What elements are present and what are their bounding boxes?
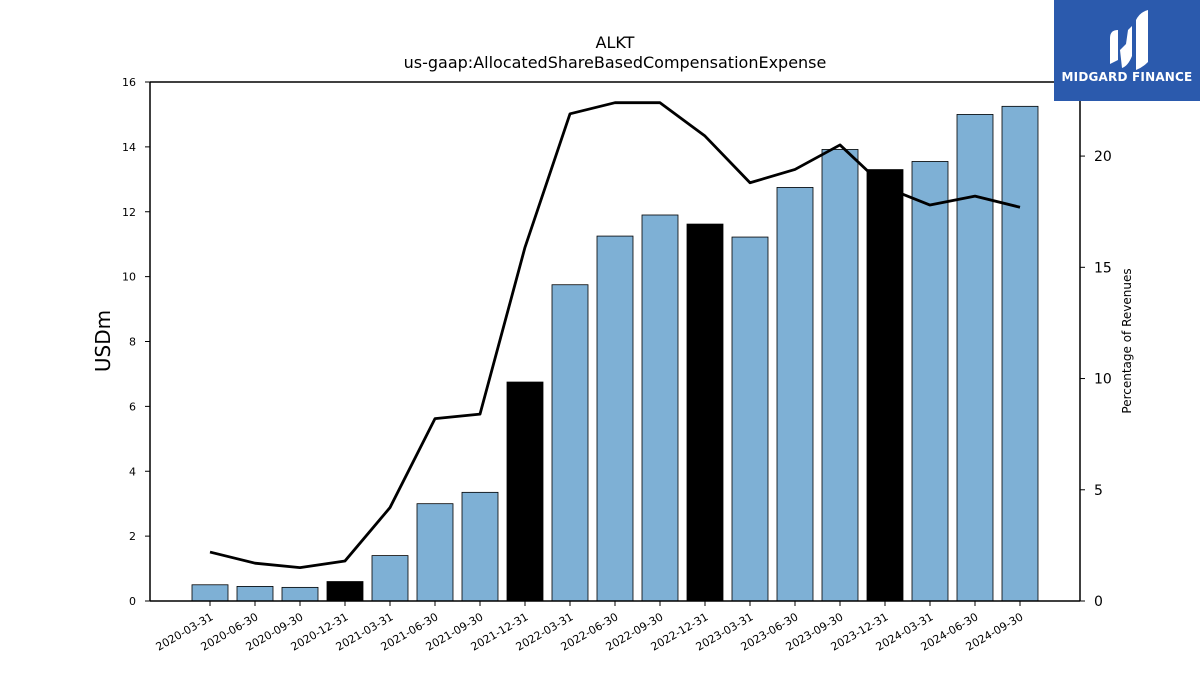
y2-tick-label: 15 [1094,260,1112,276]
bar-2020-09-30 [281,586,319,602]
y2-tick-label: 10 [1094,372,1112,388]
y-tick-label: 6 [129,400,136,413]
bar-2024-03-31 [911,161,949,602]
y-axis-label: USDm [91,310,115,372]
bar-2023-06-30 [776,187,814,602]
midgard-logo-icon [1110,10,1148,70]
percentage-line [209,101,1021,570]
y-tick-label: 8 [129,336,136,349]
line-group [209,101,1021,570]
y2-tick-label: 20 [1094,149,1112,165]
chart-title: ALKT [596,33,635,52]
bar-2020-12-31 [326,581,364,602]
bar-2024-06-30 [956,114,994,602]
brand-logo: MIDGARD FINANCE [1054,0,1200,101]
bar-2021-09-30 [461,491,499,602]
y2-tick-label: 5 [1094,483,1103,499]
bar-2023-12-31 [866,169,904,602]
y-tick-label: 4 [129,465,136,478]
y-tick-label: 2 [129,530,136,543]
y-tick-label: 10 [122,271,136,284]
y2-tick-label: 0 [1094,594,1103,610]
bars-group [191,105,1039,602]
y-tick-label: 12 [122,206,136,219]
bar-2023-09-30 [821,149,859,602]
y-tick-label: 14 [122,141,136,154]
y-tick-label: 0 [129,595,136,608]
bar-2021-06-30 [416,503,454,602]
y-tick-label: 16 [122,76,136,89]
bar-2020-06-30 [236,586,274,602]
bar-2022-12-31 [686,223,724,602]
brand-name: MIDGARD FINANCE [1061,70,1193,84]
bar-2021-12-31 [506,381,544,602]
bar-2021-03-31 [371,555,409,602]
bar-2022-09-30 [641,214,679,602]
bar-2022-06-30 [596,235,634,602]
chart-subtitle: us-gaap:AllocatedShareBasedCompensationE… [404,53,827,72]
bar-2022-03-31 [551,284,589,602]
bar-2020-03-31 [191,584,229,602]
bar-2024-09-30 [1001,105,1039,602]
y2-axis-label: Percentage of Revenues [1120,268,1134,413]
bar-2023-03-31 [731,236,769,602]
